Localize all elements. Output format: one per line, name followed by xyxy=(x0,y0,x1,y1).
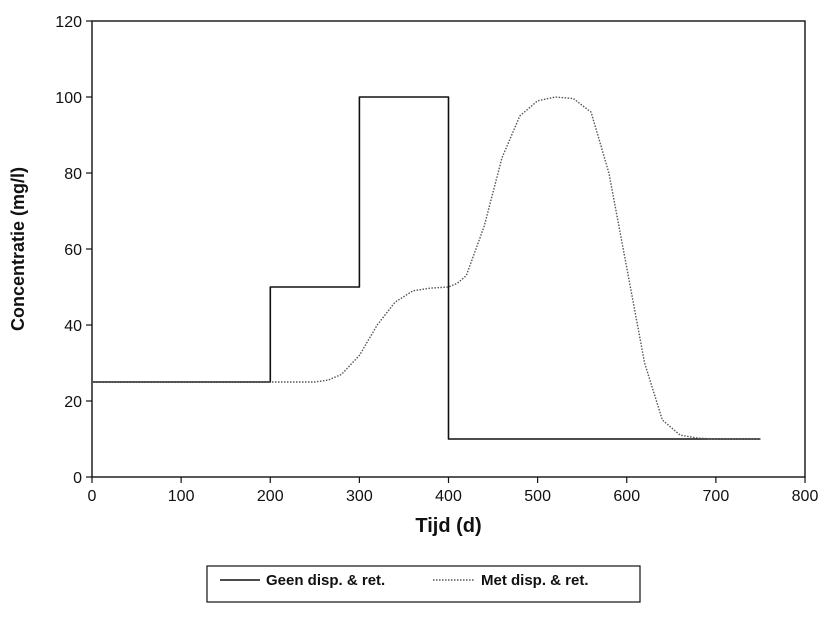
legend-box xyxy=(206,565,641,603)
legend-label-geen: Geen disp. & ret. xyxy=(266,572,385,589)
series-line-met xyxy=(92,96,761,440)
y-tick-label: 40 xyxy=(64,318,82,335)
y-axis-title: Concentratie (mg/l) xyxy=(8,167,28,331)
y-tick-label: 60 xyxy=(64,242,82,259)
series-line-geen xyxy=(92,96,761,440)
legend-label-met: Met disp. & ret. xyxy=(481,572,589,589)
legend: Geen disp. & ret. Met disp. & ret. xyxy=(206,565,641,603)
y-tick-label: 120 xyxy=(55,14,82,31)
x-tick-label: 100 xyxy=(168,488,195,505)
axis-ticks: 0 100 200 300 400 500 600 700 800 0 20 40 60 80 100 120 xyxy=(55,14,818,505)
x-tick-label: 300 xyxy=(346,488,373,505)
y-tick-label: 20 xyxy=(64,394,82,411)
y-tick-label: 0 xyxy=(73,470,82,487)
x-tick-label: 0 xyxy=(88,488,97,505)
y-tick-label: 100 xyxy=(55,90,82,107)
x-tick-label: 200 xyxy=(257,488,284,505)
x-tick-label: 700 xyxy=(703,488,730,505)
x-axis-title: Tijd (d) xyxy=(415,515,481,537)
x-tick-label: 800 xyxy=(792,488,819,505)
x-tick-label: 500 xyxy=(524,488,551,505)
series-layer xyxy=(92,96,761,440)
x-tick-label: 400 xyxy=(435,488,462,505)
y-tick-label: 80 xyxy=(64,166,82,183)
x-tick-label: 600 xyxy=(613,488,640,505)
